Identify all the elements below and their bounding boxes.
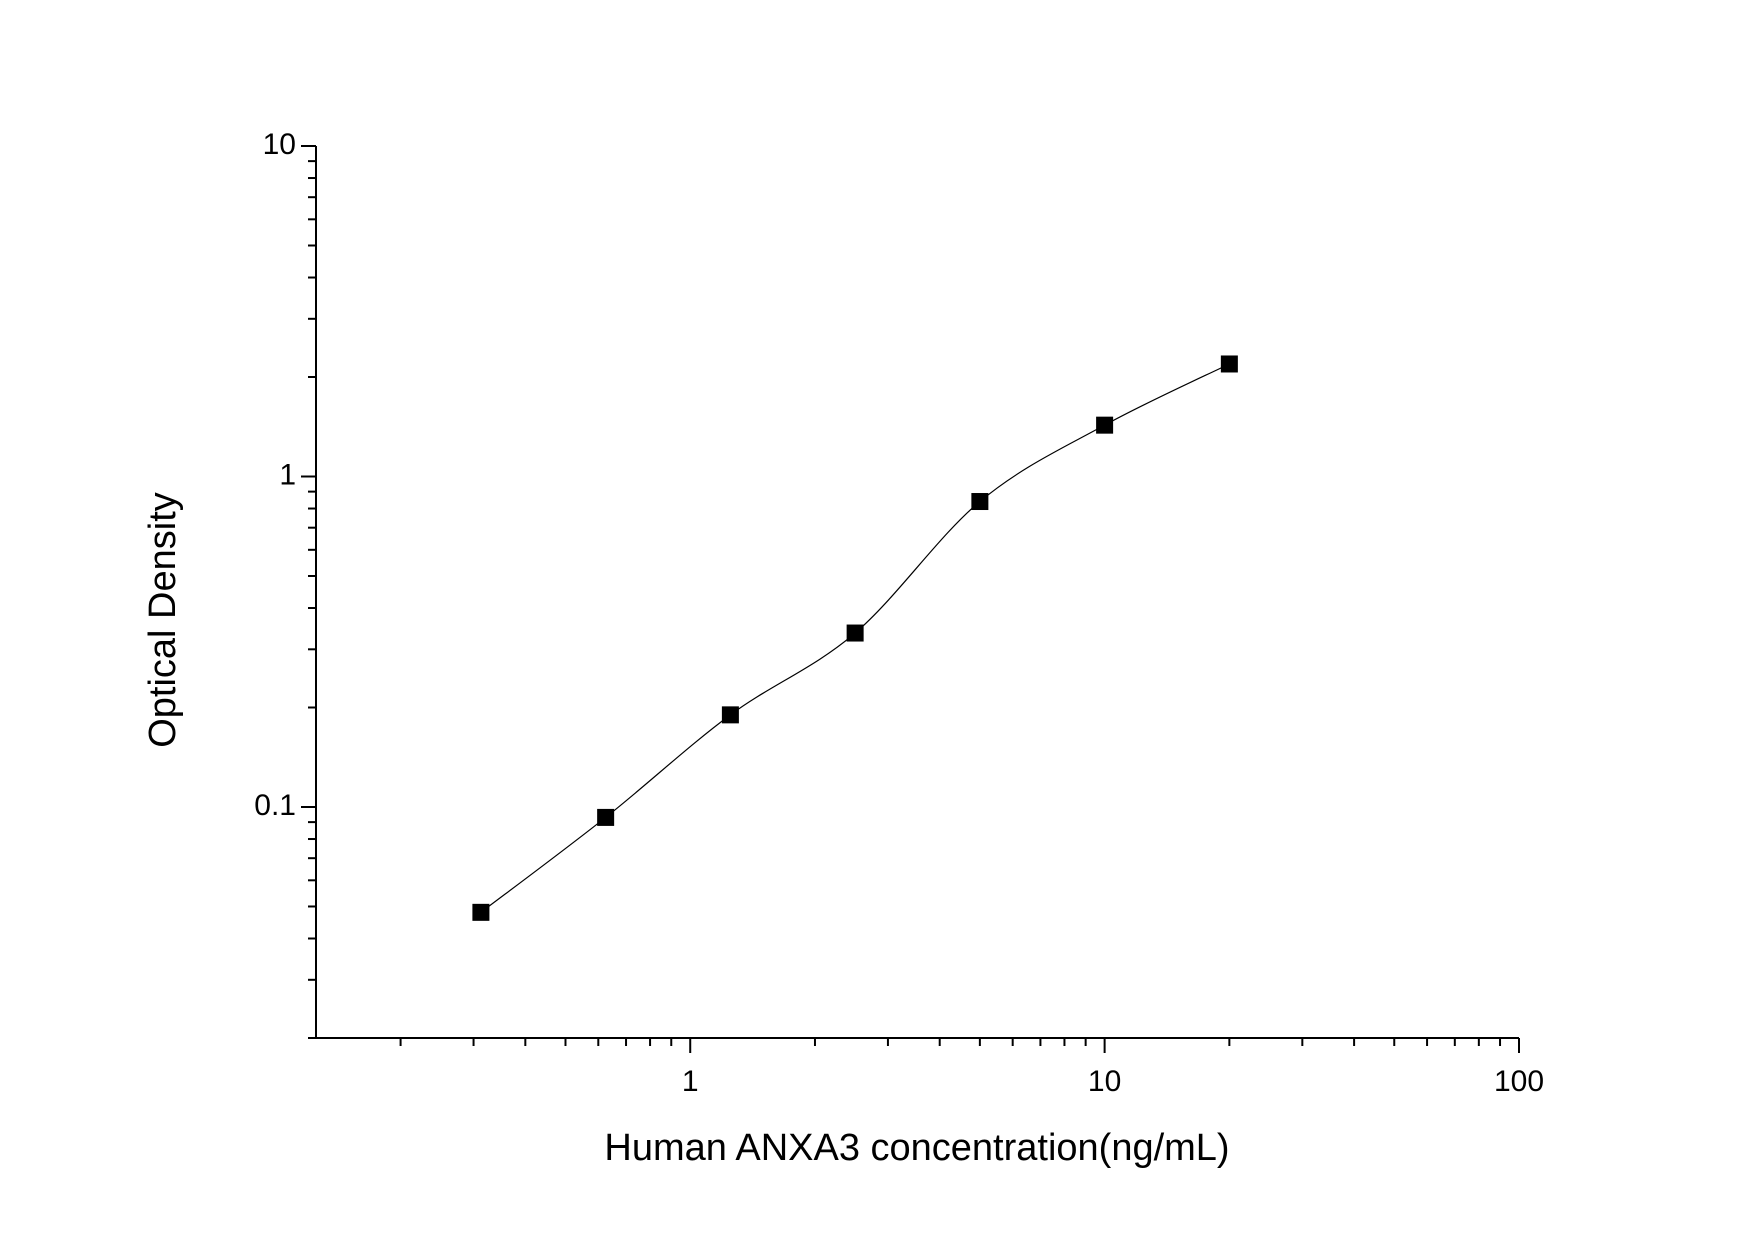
data-point [846,624,864,642]
data-point [472,903,490,921]
data-point [1220,355,1238,373]
data-point [971,493,989,511]
y-tick-label: 10 [263,128,296,161]
data-point [597,808,615,826]
data-point [721,706,739,724]
y-tick-label: 1 [279,458,296,491]
x-tick-label: 100 [1494,1065,1544,1098]
x-tick-label: 10 [1088,1065,1121,1098]
x-axis-title: Human ANXA3 concentration(ng/mL) [604,1127,1229,1169]
y-axis-title: Optical Density [142,492,184,748]
data-point [1096,416,1114,434]
x-tick-label: 1 [682,1065,699,1098]
y-tick-label: 0.1 [254,789,296,822]
